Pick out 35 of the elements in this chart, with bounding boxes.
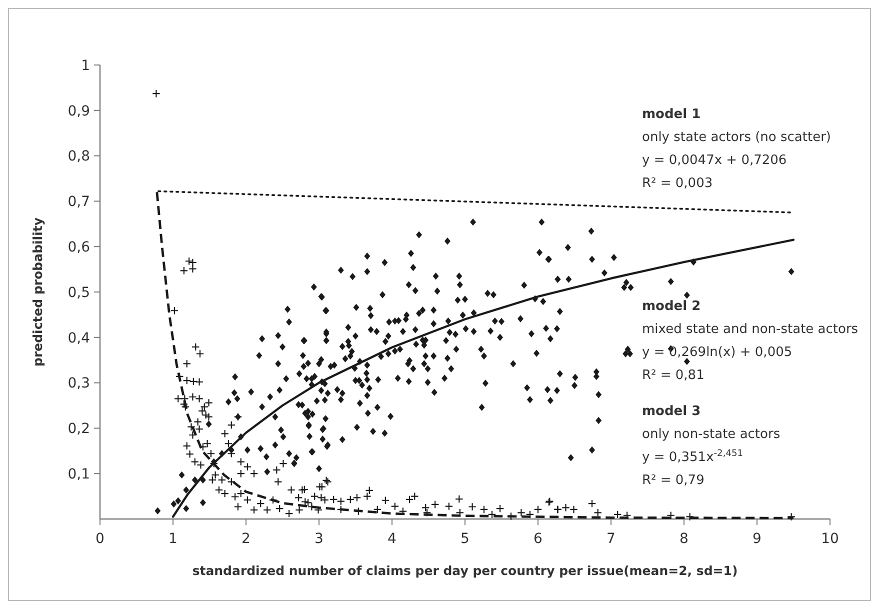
annotation: model 1: [642, 107, 701, 122]
annotation: mixed state and non-state actors: [642, 322, 858, 337]
x-tick-label: 3: [314, 531, 324, 547]
x-tick-label: 0: [96, 531, 104, 547]
y-tick-label: 0,9: [68, 103, 90, 120]
annotation: only state actors (no scatter): [642, 130, 832, 145]
x-tick-label: 9: [752, 531, 762, 547]
x-tick-label: 8: [680, 531, 688, 547]
y-tick-label: 0,3: [68, 376, 90, 392]
x-tick-label: 10: [821, 531, 839, 547]
x-tick-label: 5: [460, 531, 470, 547]
annotation: only non-state actors: [642, 427, 780, 442]
x-tick-label: 1: [168, 531, 178, 547]
annotation: R² = 0,79: [642, 473, 704, 488]
annotation: model 2: [642, 299, 701, 314]
annotation: R² = 0,003: [642, 176, 713, 191]
x-tick-label: 7: [606, 531, 616, 547]
y-tick-label: 0,7: [68, 194, 90, 210]
annotation: y = 0,0047x + 0,7206: [642, 153, 787, 168]
x-axis-title: standardized number of claims per day per country per issue(mean=2, sd=1): [192, 563, 738, 578]
annotation: y = 0,269ln(x) + 0,005: [642, 345, 792, 360]
y-tick-label: 1: [81, 58, 90, 74]
y-tick-label: 0,4: [68, 330, 90, 346]
x-tick-label: 4: [388, 531, 397, 547]
x-tick-label: 2: [242, 531, 250, 547]
x-tick-label: 6: [534, 531, 543, 547]
y-tick-label: 0,1: [68, 466, 90, 482]
y-tick-label: 0,2: [68, 421, 90, 438]
annotation: model 3: [642, 404, 701, 419]
annotation: y = 0,351x$^{-2,451}$: [642, 449, 744, 465]
annotation: R² = 0,81: [642, 368, 704, 383]
y-axis-title: predicted probability: [30, 218, 45, 366]
y-tick-label: 0,8: [68, 148, 90, 165]
y-tick-label: 0,5: [68, 284, 90, 301]
y-tick-label: 0,6: [68, 240, 90, 256]
